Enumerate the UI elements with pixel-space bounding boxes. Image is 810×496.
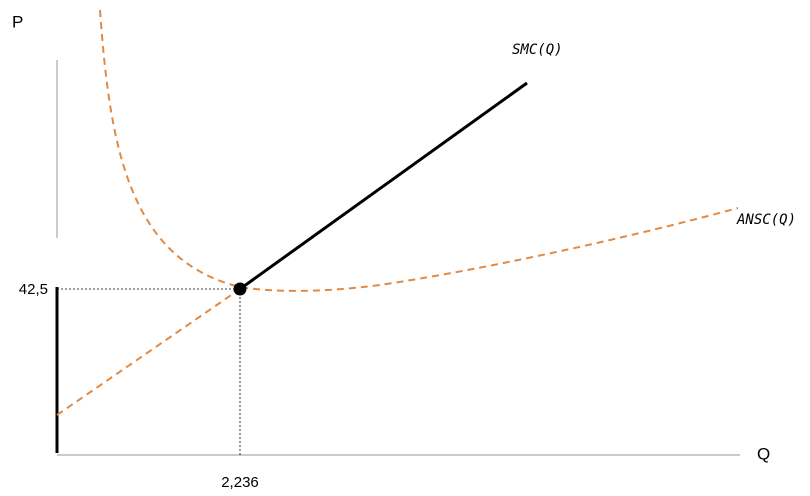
smc-label: SMC(Q) [512,42,563,58]
quantity-tick: 2,236 [221,474,259,491]
smc-curve [239,81,528,291]
smc-lower-dashed [56,288,241,416]
intersection-point [233,282,247,296]
ansc-label: ANSC(Q) [736,212,796,228]
y-axis-label: P [12,12,23,31]
x-axis-label: Q [757,444,770,463]
price-tick: 42,5 [19,281,48,298]
ansc-curve [99,9,739,292]
